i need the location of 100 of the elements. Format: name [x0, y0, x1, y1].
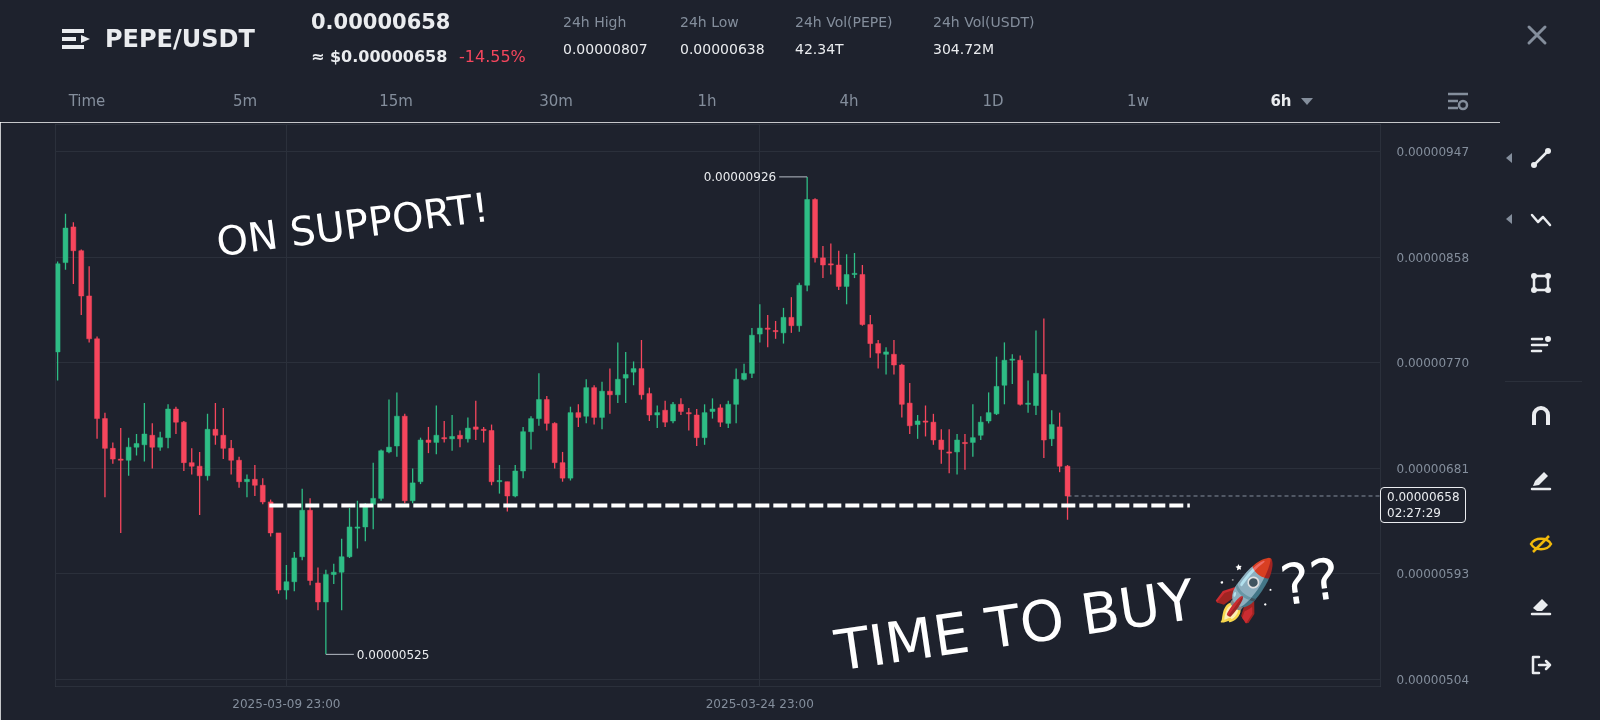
candlestick [157, 431, 163, 452]
candlestick [283, 564, 290, 601]
candlestick [709, 397, 716, 420]
text: 24h High [563, 14, 627, 30]
candlestick [409, 467, 416, 504]
candlestick [962, 433, 968, 471]
candlestick [212, 402, 219, 446]
annotation: ON SUPPORT! [213, 183, 492, 266]
candlestick [725, 400, 731, 429]
candlestick [607, 367, 613, 415]
candlestick [196, 451, 203, 516]
candlestick [828, 242, 834, 276]
candlestick [457, 429, 463, 448]
candlestick [528, 415, 534, 451]
text: 24h Low [680, 14, 739, 30]
candlestick [370, 462, 376, 530]
candlestick [252, 464, 258, 497]
candlestick [820, 245, 826, 279]
y-tick-label: 0.00000593 [1396, 566, 1470, 581]
text: 0.00000638 [680, 41, 765, 57]
candlestick [836, 250, 842, 291]
candlestick [386, 398, 392, 454]
candlestick [970, 403, 976, 458]
y-tick-label: 0.00000770 [1396, 356, 1470, 371]
candlestick [615, 341, 621, 404]
candlestick [496, 464, 503, 495]
text: 30m [539, 91, 573, 110]
candlestick [228, 439, 234, 476]
candlestick [946, 428, 952, 475]
text: ≈ $0.00000658 [311, 47, 448, 66]
candlestick [654, 404, 660, 429]
text: 42.34T [795, 41, 844, 57]
candlestick [433, 404, 440, 455]
candlestick [694, 408, 700, 447]
candlestick [622, 351, 629, 404]
candlestick [875, 339, 881, 370]
candlestick [244, 473, 250, 498]
candlestick [441, 420, 447, 444]
x-tick-label: 2025-03-09 23:00 [232, 696, 341, 711]
text: 24h Vol(PEPE) [795, 14, 893, 30]
candlestick [291, 551, 297, 592]
candlestick [189, 447, 195, 476]
candlestick [70, 221, 77, 285]
candlestick [938, 428, 944, 465]
annotation: 0.00000926 [703, 170, 777, 185]
candlestick [1049, 409, 1055, 447]
candlestick [465, 416, 471, 444]
candlestick [125, 437, 132, 477]
candlestick [449, 414, 455, 452]
candlestick [110, 441, 116, 465]
candlestick [662, 400, 668, 428]
candlestick [670, 401, 676, 425]
text: 15m [379, 91, 413, 110]
text: 1D [982, 91, 1004, 110]
text: Time [68, 91, 106, 110]
text: 0.00000807 [563, 41, 648, 57]
candlestick [788, 296, 795, 334]
candlestick [780, 307, 787, 345]
candlestick [930, 413, 937, 446]
text: 24h Vol(USDT) [933, 14, 1035, 30]
y-tick-label: 0.00000681 [1396, 462, 1470, 477]
candlestick [907, 382, 913, 435]
candlestick [757, 303, 763, 344]
text: 1w [1127, 91, 1149, 110]
candlestick [473, 400, 479, 441]
candlestick [425, 426, 432, 454]
y-tick-label: 0.00000858 [1396, 251, 1470, 266]
candlestick [331, 563, 337, 585]
chart-title: PEPE/USDT [105, 25, 255, 53]
candlestick [891, 339, 897, 376]
candlestick [236, 456, 242, 489]
y-tick-label: 0.00000947 [1396, 145, 1470, 160]
candlestick [118, 427, 124, 534]
candlestick [260, 477, 266, 505]
candlestick [630, 360, 637, 386]
text: 6h [1270, 91, 1292, 110]
text: 4h [839, 91, 859, 110]
candlestick [1025, 379, 1031, 414]
candlestick [544, 395, 550, 432]
text: -14.55% [459, 47, 526, 66]
candlestick [504, 481, 511, 513]
candlestick [315, 566, 321, 611]
y-tick-label: 0.00000504 [1396, 672, 1470, 687]
chart-subtitle: 0.00000658 [311, 9, 451, 34]
candlestick [883, 346, 889, 376]
candlestick [149, 422, 155, 470]
x-tick-label: 2025-03-24 23:00 [705, 696, 814, 711]
text: 5m [232, 91, 258, 110]
annotation: 0.00000525 [356, 647, 430, 662]
candlestick [717, 403, 724, 428]
annotation: TIME TO BUY 🚀?? [829, 545, 1345, 684]
text: 1h [697, 91, 717, 110]
candlestick [686, 407, 692, 432]
ref-line-label: 0.00000658 02:27:29 [1380, 486, 1466, 523]
candlestick [575, 403, 582, 428]
candlestick [536, 372, 542, 427]
candlestick [954, 433, 960, 476]
text: 304.72M [933, 41, 995, 57]
candlestick [867, 314, 873, 359]
candlestick [978, 415, 984, 441]
